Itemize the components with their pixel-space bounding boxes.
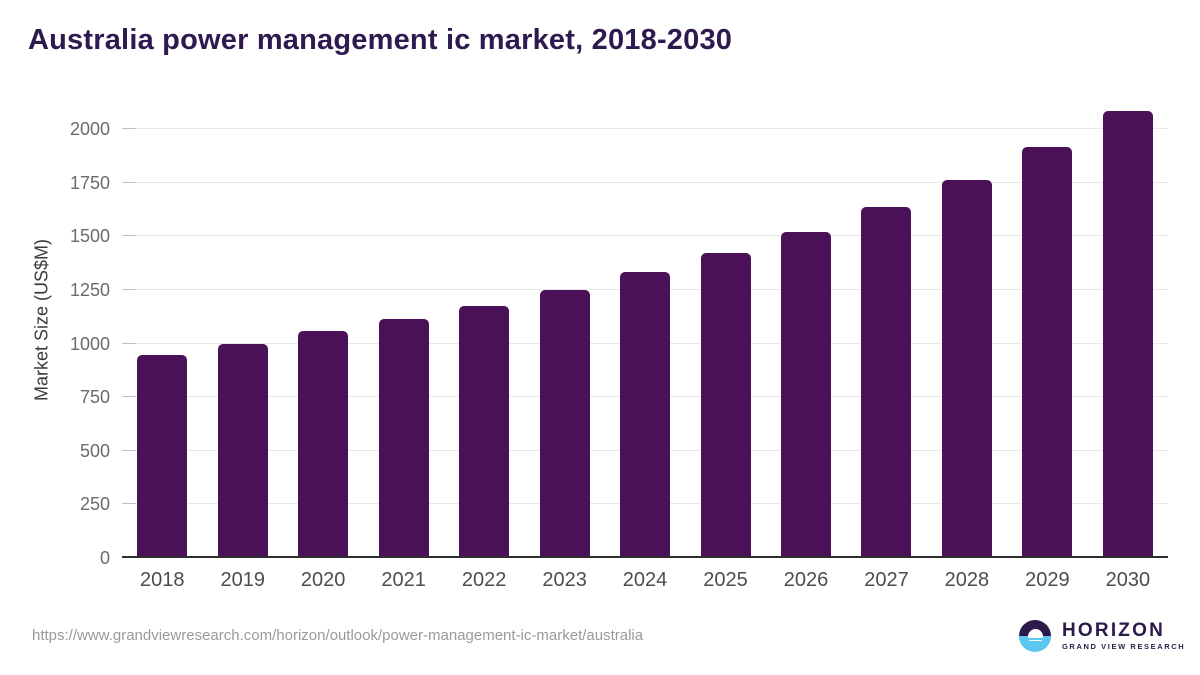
bar-column-2025 (685, 98, 765, 558)
bar-2024 (620, 271, 671, 558)
bar-2018 (137, 355, 188, 558)
bar-column-2020 (283, 98, 363, 558)
y-tick-label-1250: 1250 (69, 279, 110, 300)
bar-column-2026 (766, 98, 846, 558)
logo-brand-name: HORIZON (1062, 620, 1166, 641)
x-tick-label-2023: 2023 (542, 569, 587, 591)
water-stripe (1019, 637, 1051, 640)
x-tick-label-2018: 2018 (139, 569, 185, 591)
bar-column-2019 (202, 98, 282, 558)
y-tick-label-1500: 1500 (69, 226, 110, 247)
y-tick-label-0: 0 (99, 548, 110, 568)
bar-2029 (1022, 147, 1073, 558)
chart-title: Australia power management ic market, 20… (28, 24, 733, 56)
bar-2022 (459, 306, 510, 558)
x-tick-label-2028: 2028 (944, 569, 990, 591)
x-tick-label-2029: 2029 (1025, 569, 1070, 591)
bar-2030 (1102, 110, 1153, 558)
source-url-text: https://www.grandviewresearch.com/horizo… (32, 627, 644, 644)
x-tick-label-2026: 2026 (783, 569, 829, 591)
y-tick-mark-2000 (122, 128, 136, 130)
horizon-logo: HORIZON GRAND VIEW RESEARCH (1019, 620, 1185, 652)
gridline-1500 (122, 235, 1168, 237)
x-axis-line (122, 556, 1168, 558)
gridline-2000 (122, 128, 1168, 130)
bar-2027 (861, 207, 912, 558)
sun-circle (1027, 628, 1043, 644)
y-axis-title: Market Size (US$M) (31, 238, 52, 402)
y-axis-tick-labels: 0 250 500 750 1000 1250 1500 1750 2000 (52, 98, 110, 567)
y-tick-mark-250 (122, 503, 136, 505)
bar-2021 (378, 318, 429, 558)
y-tick-label-1750: 1750 (69, 172, 110, 193)
bar-column-2030 (1088, 98, 1168, 558)
x-tick-label-2022: 2022 (461, 569, 507, 591)
x-tick-label-2024: 2024 (622, 569, 668, 591)
y-tick-label-500: 500 (79, 440, 110, 461)
y-tick-label-1000: 1000 (69, 333, 110, 354)
y-tick-mark-500 (122, 449, 136, 451)
bar-column-2022 (444, 98, 524, 558)
bar-2019 (217, 343, 268, 558)
sun-over-water-icon (1019, 620, 1051, 652)
logo-text-block: HORIZON GRAND VIEW RESEARCH (1062, 620, 1186, 652)
x-tick-label-2027: 2027 (864, 569, 909, 591)
bars-container (122, 98, 1168, 558)
bar-column-2028 (927, 98, 1007, 558)
y-tick-mark-1250 (122, 288, 136, 290)
bar-column-2021 (363, 98, 443, 558)
y-tick-label-250: 250 (79, 494, 110, 515)
bar-2026 (780, 232, 831, 558)
bar-column-2018 (122, 98, 202, 558)
y-tick-mark-1750 (122, 181, 136, 183)
x-tick-label-2019: 2019 (220, 569, 265, 591)
y-tick-mark-1500 (122, 235, 136, 237)
bar-2023 (539, 289, 590, 558)
x-axis-tick-labels: 2018 2019 2020 2021 2022 2023 2024 2025 2026 2027… (122, 558, 1168, 592)
x-tick-label-2020: 2020 (300, 569, 346, 591)
bar-2025 (700, 253, 751, 558)
water-stripe (1019, 641, 1051, 644)
bar-column-2027 (846, 98, 926, 558)
bar-column-2023 (524, 98, 604, 558)
x-tick-label-2021: 2021 (381, 569, 426, 591)
x-tick-label-2030: 2030 (1105, 569, 1151, 591)
bar-2028 (941, 179, 992, 558)
bar-column-2024 (605, 98, 685, 558)
x-tick-label-2025: 2025 (703, 569, 748, 591)
y-tick-mark-1000 (122, 342, 136, 344)
y-tick-label-2000: 2000 (69, 119, 110, 140)
plot-area: 0 250 500 750 1000 1250 1500 1750 2000 2018 2019 2… (70, 98, 1168, 591)
bar-column-2029 (1007, 98, 1087, 558)
bar-2020 (298, 330, 349, 558)
y-tick-label-750: 750 (79, 387, 110, 408)
y-tick-mark-750 (122, 396, 136, 398)
logo-subtitle: GRAND VIEW RESEARCH (1062, 642, 1186, 651)
gridline-1750 (122, 181, 1168, 183)
